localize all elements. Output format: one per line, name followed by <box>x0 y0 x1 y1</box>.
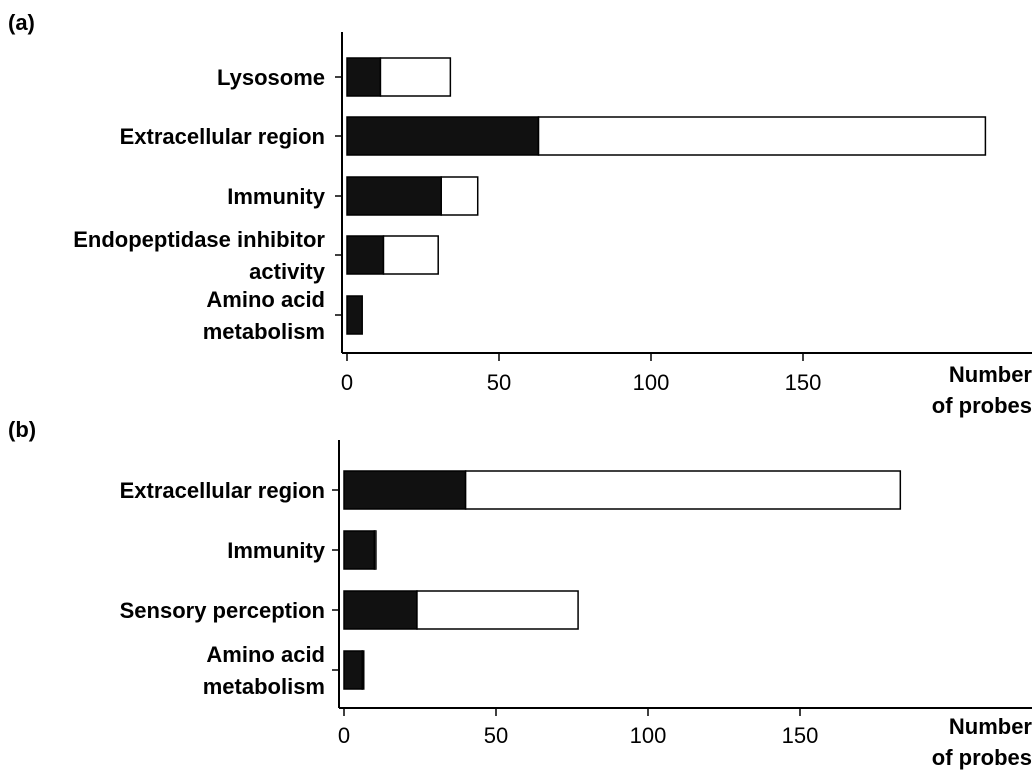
x-tick-label: 150 <box>785 370 822 395</box>
category-label: activity <box>249 259 326 284</box>
bar-segment-dark <box>347 296 362 334</box>
panel-a: (a) 0 50 100 150 Number of probes Lysosome Extra… <box>8 10 1032 418</box>
category-label: metabolism <box>203 319 325 344</box>
x-tick-label: 50 <box>487 370 511 395</box>
bar-segment-light <box>466 471 901 509</box>
bar-segment-light <box>380 58 450 96</box>
bar-segment-light <box>362 651 364 689</box>
bar-segment-light <box>539 117 986 155</box>
bar-segment-dark <box>344 471 466 509</box>
x-axis-title: of probes <box>932 393 1032 418</box>
category-label: Immunity <box>227 538 326 563</box>
bar-segment-light <box>417 591 578 629</box>
x-tick-label: 50 <box>484 723 508 748</box>
panel-b: (b) 0 50 100 150 Number of probes Extracellular… <box>8 417 1032 770</box>
bar-segment-dark <box>344 651 362 689</box>
panel-label: (a) <box>8 10 35 35</box>
bar-segment-dark <box>347 117 539 155</box>
bar-segment-light <box>383 236 438 274</box>
category-label: metabolism <box>203 674 325 699</box>
bar-segment-dark <box>347 177 441 215</box>
bar-segment-dark <box>344 531 374 569</box>
bar-segment-dark <box>344 591 417 629</box>
x-tick-label: 100 <box>630 723 667 748</box>
category-label: Extracellular region <box>120 124 325 149</box>
category-label: Amino acid <box>206 642 325 667</box>
x-axis-title: Number <box>949 362 1033 387</box>
category-label: Amino acid <box>206 287 325 312</box>
x-axis-title: of probes <box>932 745 1032 770</box>
bar-segment-light <box>374 531 376 569</box>
x-axis-title: Number <box>949 714 1033 739</box>
category-label: Lysosome <box>217 65 325 90</box>
category-label: Extracellular region <box>120 478 325 503</box>
x-tick-label: 100 <box>633 370 670 395</box>
x-tick-label: 150 <box>782 723 819 748</box>
category-label: Sensory perception <box>120 598 325 623</box>
bar-segment-light <box>441 177 477 215</box>
bar-segment-dark <box>347 58 380 96</box>
panel-label: (b) <box>8 417 36 442</box>
bar-segment-dark <box>347 236 383 274</box>
x-tick-label: 0 <box>341 370 353 395</box>
category-label: Endopeptidase inhibitor <box>73 227 325 252</box>
category-label: Immunity <box>227 184 326 209</box>
x-tick-label: 0 <box>338 723 350 748</box>
